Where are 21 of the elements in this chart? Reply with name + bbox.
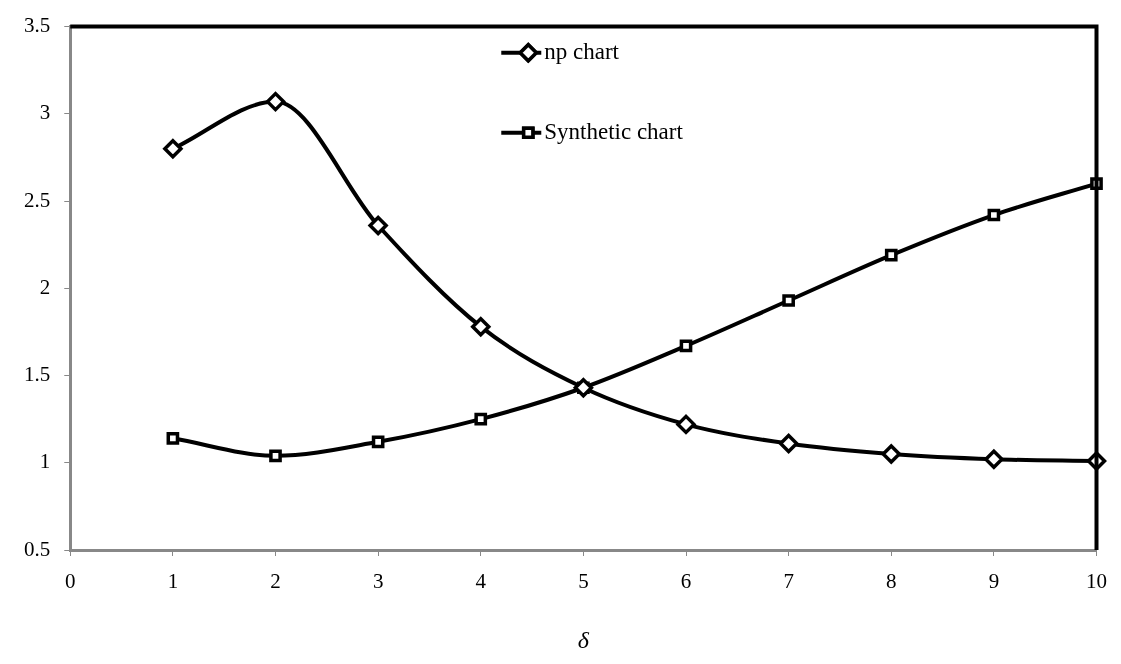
x-tick-label: 3 xyxy=(372,569,384,594)
legend-label: np chart xyxy=(544,38,620,64)
x-tick-label: 8 xyxy=(886,569,897,594)
y-tick-label: 2.5 xyxy=(24,187,51,212)
x-tick-label: 5 xyxy=(578,569,589,594)
y-tick-label: 1 xyxy=(39,449,51,474)
x-tick-label: 0 xyxy=(65,569,76,594)
y-tick-label: 3.5 xyxy=(24,13,51,38)
x-tick-label: 2 xyxy=(270,569,281,594)
legend-label: Synthetic chart xyxy=(544,118,684,144)
x-tick-label: 1 xyxy=(167,569,179,594)
x-tick-label: 6 xyxy=(680,569,692,594)
y-tick-label: 2 xyxy=(39,274,51,299)
x-tick-label: 4 xyxy=(475,569,487,594)
x-tick-label: 9 xyxy=(988,569,1000,594)
y-tick-label: 3 xyxy=(39,100,51,125)
x-axis-title: δ xyxy=(577,626,590,653)
x-tick-label: 10 xyxy=(1086,569,1107,594)
x-tick-label: 7 xyxy=(783,569,794,594)
y-tick-label: 0.5 xyxy=(24,536,51,561)
y-tick-label: 1.5 xyxy=(24,362,51,387)
